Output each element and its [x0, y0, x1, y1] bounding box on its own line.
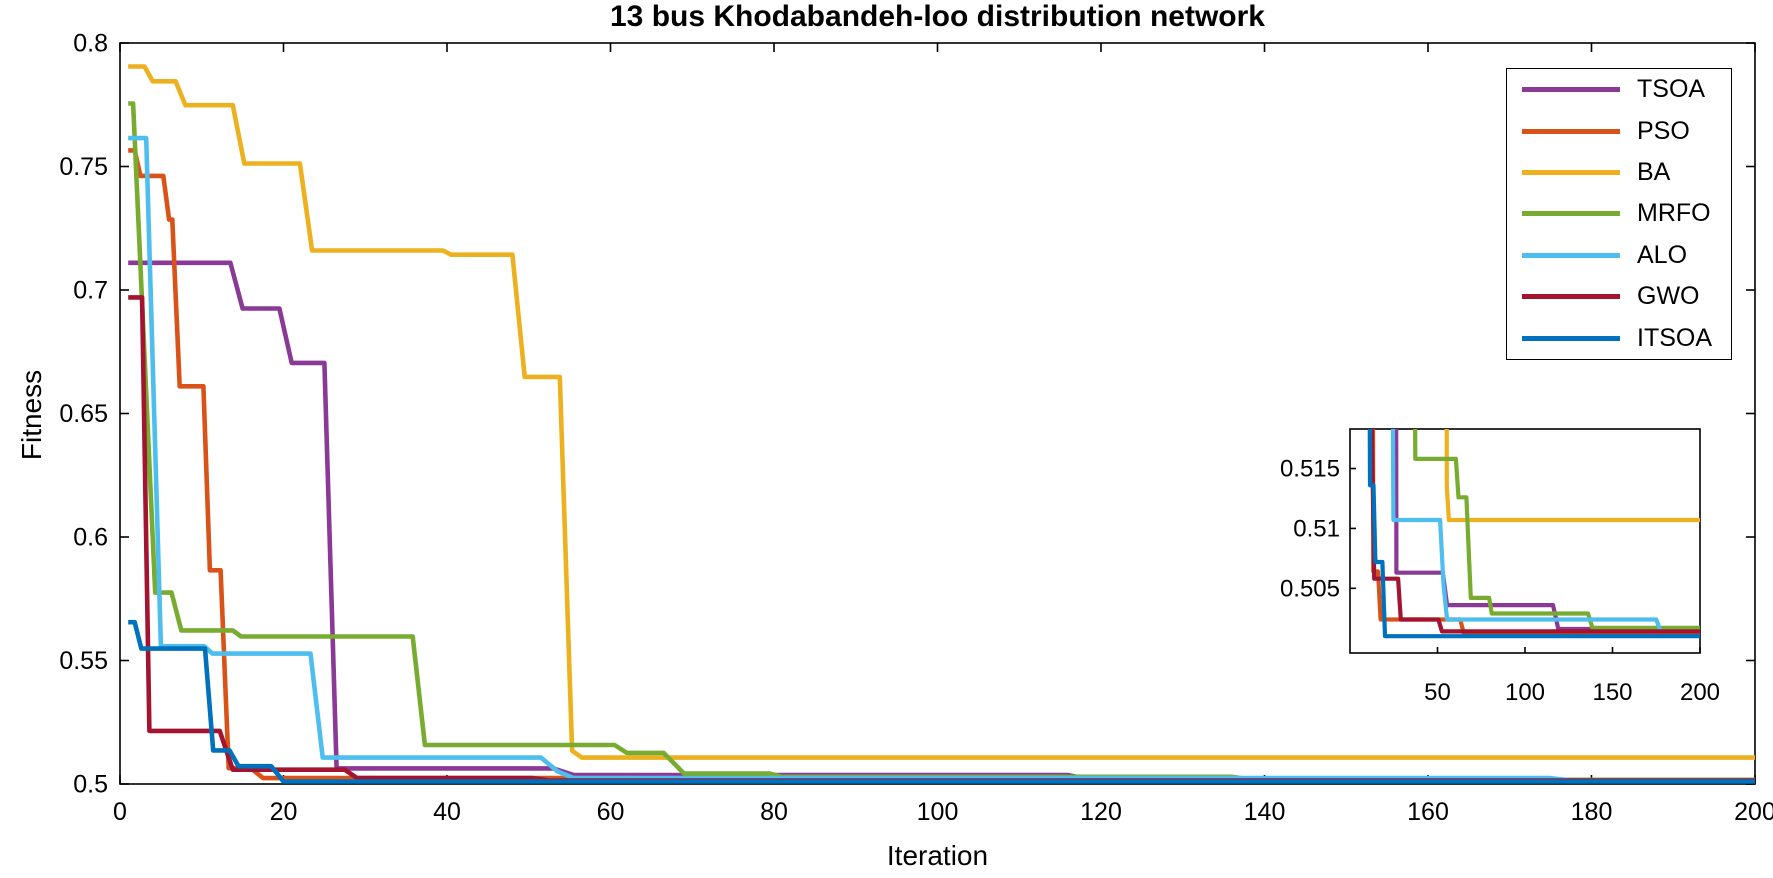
legend-item-tsoa: TSOA	[1507, 77, 1731, 102]
main-plot-y-tick-label: 0.75	[59, 153, 108, 181]
legend-label-itsoa: ITSOA	[1637, 323, 1713, 352]
legend-swatch-alo	[1522, 252, 1620, 258]
main-plot-x-tick-label: 180	[1571, 798, 1613, 826]
main-plot-x-tick-label: 80	[760, 798, 788, 826]
legend-item-alo: ALO	[1507, 240, 1731, 269]
main-plot-x-tick-label: 160	[1407, 798, 1449, 826]
main-plot-series-line-alo	[128, 135, 1755, 783]
inset-plot-series-line-gwo	[1369, 429, 1700, 634]
legend-label-gwo: GWO	[1637, 282, 1700, 311]
main-plot: 0 20 40 60 80 100 120 140 160 180 200 0.5 0.55 0.6 0.6…	[59, 30, 1773, 827]
legend-swatch-pso	[1522, 128, 1620, 134]
legend-item-pso: PSO	[1507, 116, 1731, 145]
legend-label-ba: BA	[1637, 158, 1671, 187]
inset-plot-series-line-itsoa	[1367, 429, 1700, 639]
chart-title: 13 bus Khodabandeh-loo distribution netw…	[609, 0, 1265, 33]
inset-plot-x-tick-label: 50	[1424, 679, 1451, 706]
legend-label-tsoa: TSOA	[1637, 75, 1706, 104]
legend-swatch-tsoa	[1522, 87, 1620, 93]
inset-plot-series-line-mrfo	[1413, 429, 1700, 630]
legend-swatch-mrfo	[1522, 211, 1620, 217]
main-plot-y-tick-label: 0.6	[73, 524, 108, 552]
legend: TSOA PSO BA MRFO ALO GWO ITSOA	[1506, 68, 1732, 360]
inset-plot-series-line-alo	[1390, 429, 1700, 634]
main-plot-series-line-ba	[128, 64, 1755, 760]
legend-item-gwo: GWO	[1507, 284, 1731, 309]
inset-plot-y-tick-label: 0.505	[1280, 575, 1340, 602]
x-axis-label: Iteration	[886, 840, 989, 871]
legend-item-itsoa: ITSOA	[1507, 323, 1731, 352]
main-plot-y-tick-label: 0.55	[59, 647, 108, 675]
legend-swatch-ba	[1522, 170, 1620, 176]
inset-plot-x-tick-label: 100	[1505, 679, 1545, 706]
main-plot-x-tick-label: 100	[917, 798, 959, 826]
legend-swatch-gwo	[1522, 294, 1620, 300]
inset-plot-series-line-tsoa	[1394, 429, 1700, 632]
legend-label-mrfo: MRFO	[1637, 199, 1711, 228]
main-plot-x-tick-label: 40	[433, 798, 461, 826]
inset-plot-y-tick-label: 0.51	[1293, 516, 1340, 543]
inset-plot-y-tick-label: 0.515	[1280, 456, 1340, 483]
main-plot-x-tick-label: 140	[1244, 798, 1286, 826]
legend-label-pso: PSO	[1637, 116, 1690, 145]
main-plot-x-tick-label: 20	[270, 798, 298, 826]
main-plot-y-tick-label: 0.65	[59, 400, 108, 428]
main-plot-y-tick-label: 0.8	[73, 30, 108, 58]
y-axis-label: Fitness	[16, 369, 47, 461]
main-plot-x-tick-label: 0	[113, 798, 127, 826]
main-plot-x-tick-label: 120	[1080, 798, 1122, 826]
legend-swatch-itsoa	[1522, 335, 1620, 341]
main-plot-series-line-itsoa	[128, 619, 1755, 784]
main-plot-series-line-gwo	[128, 295, 1755, 783]
legend-item-ba: BA	[1507, 160, 1731, 185]
inset-plot: 50 100 150 200 0.505 0.51 0.515	[1280, 428, 1720, 706]
legend-item-mrfo: MRFO	[1507, 201, 1731, 226]
inset-plot-x-tick-label: 150	[1592, 679, 1632, 706]
legend-label-alo: ALO	[1637, 240, 1688, 269]
main-plot-y-tick-label: 0.7	[73, 277, 108, 305]
main-plot-x-tick-label: 200	[1734, 798, 1773, 826]
inset-plot-x-tick-label: 200	[1680, 679, 1720, 706]
main-plot-x-tick-label: 60	[597, 798, 625, 826]
main-plot-y-tick-label: 0.5	[73, 771, 108, 799]
